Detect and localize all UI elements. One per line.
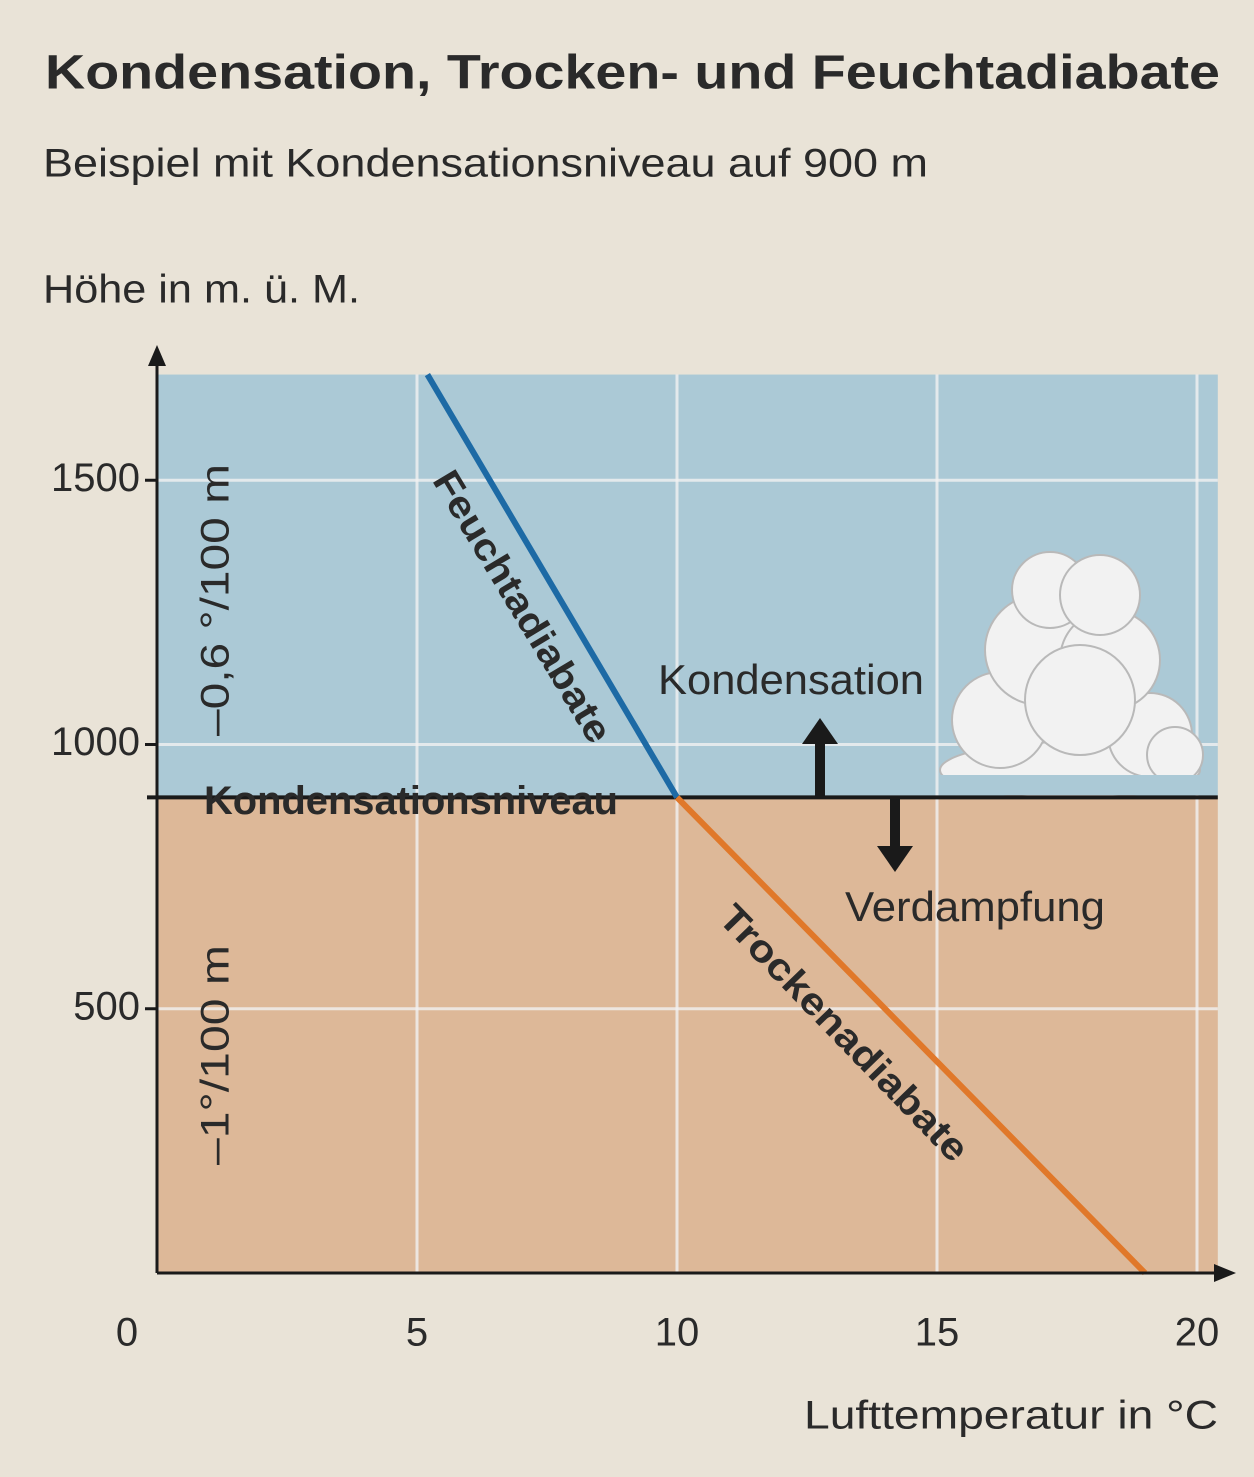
y-axis-label: Höhe in m. ü. M. — [43, 268, 360, 312]
x-tick-label: 5 — [406, 1311, 428, 1355]
x-tick-label: 10 — [655, 1311, 700, 1355]
arrow-down-head — [877, 846, 913, 872]
chart-title: Kondensation, Trocken- und Feuchtadiabat… — [45, 47, 1220, 100]
series-line — [424, 373, 680, 799]
cloud — [939, 551, 1210, 799]
y-tick-label: 500 — [73, 984, 140, 1028]
annotation: Kondensation — [658, 656, 924, 703]
x-tick-label: 20 — [1175, 1311, 1220, 1355]
y-tick-label: 1000 — [51, 720, 140, 764]
x-tick-label: 0 — [116, 1311, 138, 1355]
annotation: Verdampfung — [845, 883, 1105, 930]
y-tick-label: 1500 — [51, 456, 140, 500]
series-line — [674, 795, 1148, 1276]
rate-annotation: –1°/100 m — [194, 945, 238, 1165]
rate-annotation: –0,6 °/100 m — [194, 464, 238, 736]
x-axis-label: Lufttemperatur in °C — [804, 1394, 1218, 1438]
region-below — [157, 797, 1218, 1273]
arrow-up-head — [802, 718, 838, 744]
x-tick-label: 15 — [915, 1311, 960, 1355]
condensation-level-label: Kondensationsniveau — [204, 779, 618, 823]
axes — [148, 345, 1236, 1282]
chart-subtitle: Beispiel mit Kondensationsniveau auf 900… — [43, 142, 928, 186]
